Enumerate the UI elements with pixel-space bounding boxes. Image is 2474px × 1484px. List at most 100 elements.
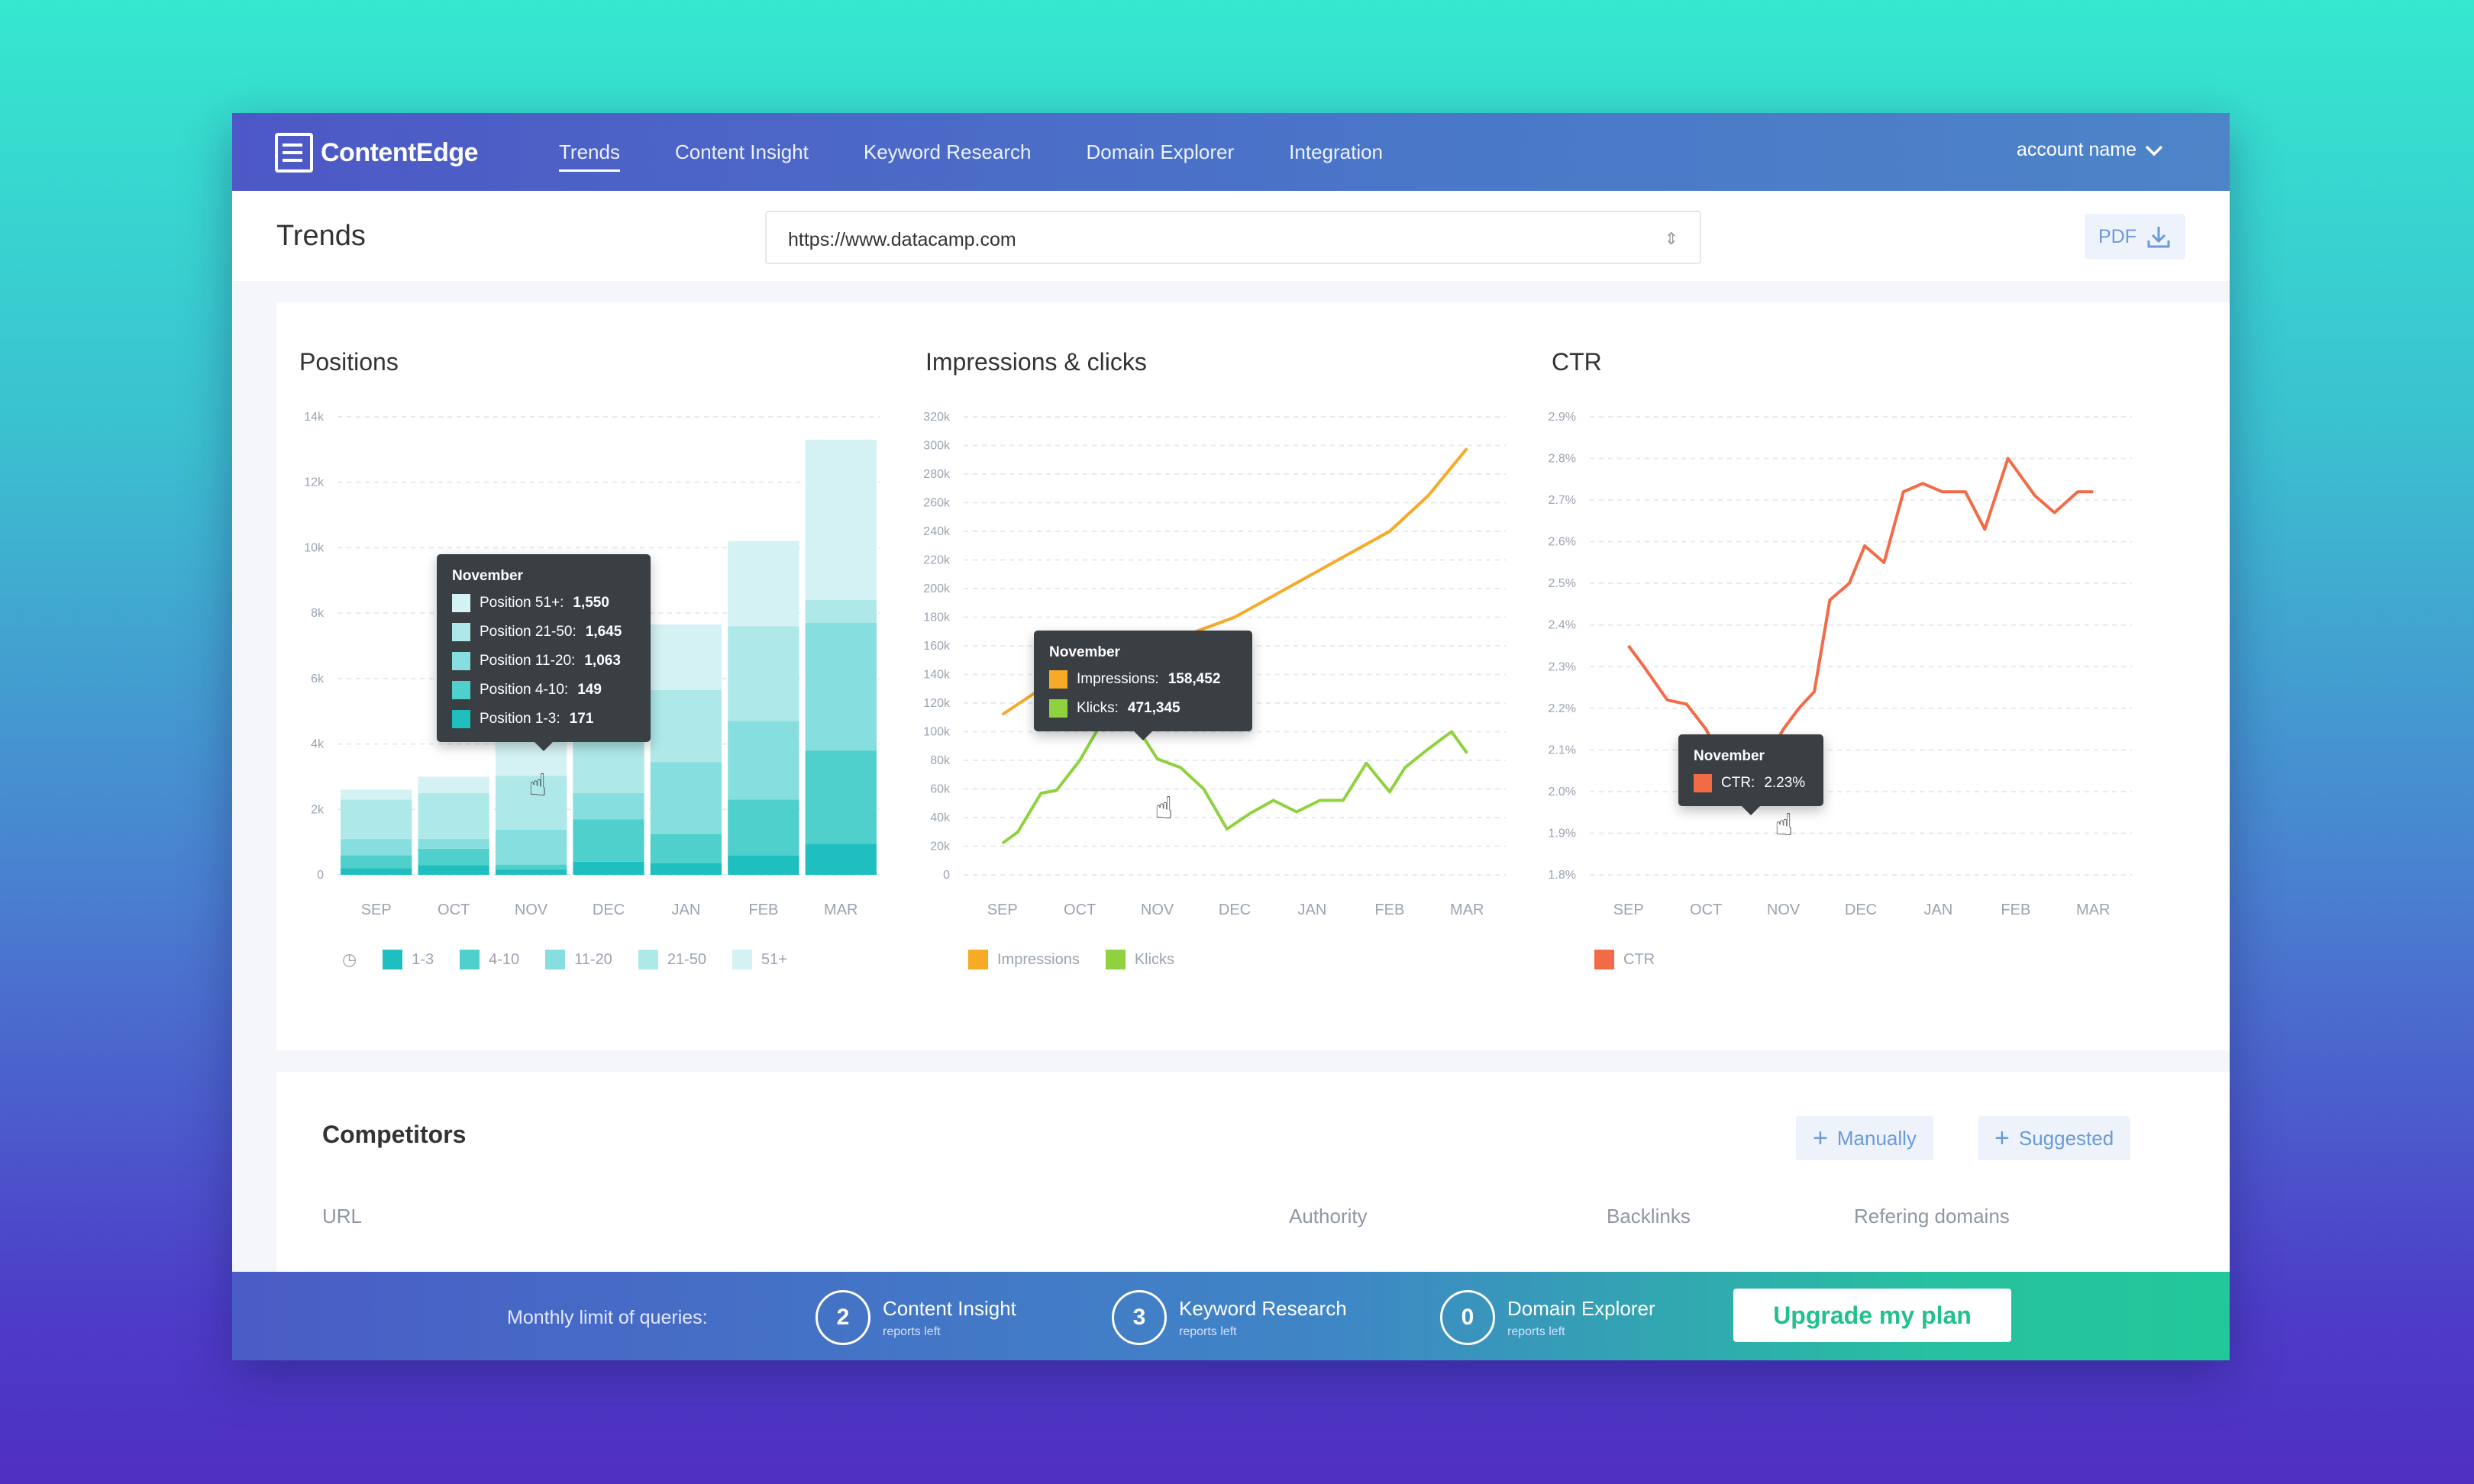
chart-legend: ◷ 1-3 4-10 11-20 21-50 51+ <box>342 950 787 969</box>
legend-label: 11-20 <box>574 950 612 968</box>
y-tick-label: 280k <box>923 468 951 481</box>
charts-card: Positions 0 2k 4k 6k 8k 10k 12k 14k SEP OCT NOV DEC… <box>276 302 2230 1050</box>
quota-count: 0 <box>1440 1290 1495 1345</box>
impressions-chart-panel: Impressions & clicks 0 20k 40k 60k 80k 100k 12… <box>903 302 1529 1050</box>
account-name: account name <box>2016 139 2136 160</box>
legend-swatch <box>1105 950 1126 969</box>
column-header-backlinks[interactable]: Backlinks <box>1607 1205 1691 1228</box>
add-manually-label: Manually <box>1836 1126 1917 1150</box>
tooltip-value: 1,550 <box>573 595 609 611</box>
query-limit-bar: Monthly limit of queries: 2 Content Insi… <box>232 1272 2230 1360</box>
y-tick-label: 2.2% <box>1549 702 1576 715</box>
x-tick-label: FEB <box>2001 902 2030 918</box>
bar-segment <box>341 855 412 869</box>
legend-swatch <box>545 950 566 969</box>
tooltip-label: Position 4-10: <box>480 682 569 698</box>
bar-segment <box>418 776 489 793</box>
column-header-url[interactable]: URL <box>322 1205 363 1228</box>
bar-segment <box>341 789 412 800</box>
quota-keyword-research: 3 Keyword Research reports left <box>1112 1290 1347 1345</box>
legend-item[interactable]: Klicks <box>1105 950 1175 969</box>
chart-title: Positions <box>299 348 399 376</box>
nav-item-keyword-research[interactable]: Keyword Research <box>863 140 1032 163</box>
series-line <box>1627 456 2094 793</box>
competitors-card: Competitors + Manually + Suggested URL A… <box>276 1072 2230 1301</box>
quota-sub: reports left <box>883 1324 941 1338</box>
legend-swatch <box>1594 950 1614 969</box>
y-tick-label: 120k <box>923 697 951 710</box>
nav-item-integration[interactable]: Integration <box>1289 140 1384 163</box>
legend-item[interactable]: Impressions <box>968 950 1080 969</box>
x-tick-label: OCT <box>1064 902 1096 918</box>
tooltip-row: Position 51+: 1,550 <box>452 594 635 612</box>
bar-segment <box>573 819 644 862</box>
select-caret-icon: ⇕ <box>1664 229 1678 248</box>
logo-text: ContentEdge <box>321 137 479 167</box>
legend-item[interactable]: 4-10 <box>460 950 519 969</box>
logo[interactable]: ContentEdge <box>275 133 479 173</box>
tooltip-label: Position 21-50: <box>480 624 577 640</box>
bar-segment <box>728 540 799 627</box>
add-manually-button[interactable]: + Manually <box>1796 1116 1933 1160</box>
legend-swatch <box>968 950 988 969</box>
limit-label: Monthly limit of queries: <box>507 1307 708 1328</box>
legend-item[interactable]: 21-50 <box>638 950 706 969</box>
nav-item-domain-explorer[interactable]: Domain Explorer <box>1086 140 1235 163</box>
nav-item-content-insight[interactable]: Content Insight <box>674 140 809 163</box>
pdf-download-button[interactable]: PDF <box>2085 214 2185 260</box>
tooltip-title: November <box>452 568 523 584</box>
plus-icon: + <box>1813 1123 1828 1153</box>
url-select[interactable]: https://www.datacamp.com ⇕ <box>765 211 1701 264</box>
x-tick-label: DEC <box>1845 902 1877 918</box>
legend-label: 4-10 <box>489 950 520 968</box>
bar-segment <box>418 792 489 839</box>
quota-domain-explorer: 0 Domain Explorer reports left <box>1440 1290 1655 1345</box>
y-tick-label: 6k <box>311 673 325 686</box>
y-tick-label: 20k <box>930 840 951 853</box>
bar-segment <box>495 869 567 875</box>
download-icon <box>2147 227 2170 248</box>
y-tick-label: 2.5% <box>1549 577 1576 590</box>
column-header-refering-domains[interactable]: Refering domains <box>1854 1205 2010 1228</box>
bar-segment <box>341 838 412 856</box>
legend-item[interactable]: 11-20 <box>545 950 612 969</box>
tooltip-swatch <box>452 681 470 699</box>
y-tick-label: 320k <box>923 411 951 424</box>
positions-tooltip: November Position 51+: 1,550 Position 21-… <box>437 554 651 751</box>
quota-content-insight: 2 Content Insight reports left <box>816 1290 1016 1345</box>
y-tick-label: 4k <box>311 738 325 751</box>
impressions-tooltip: November Impressions: 158,452 Klicks: 471,… <box>1034 631 1252 740</box>
quota-name: Content Insight <box>883 1296 1016 1320</box>
tooltip-label: Position 51+: <box>480 595 564 611</box>
pdf-label: PDF <box>2098 225 2136 247</box>
bar-segment <box>650 834 722 863</box>
legend-item[interactable]: 1-3 <box>383 950 434 969</box>
bar-segment <box>805 844 877 875</box>
x-tick-label: JAN <box>1924 902 1953 918</box>
legend-label: 1-3 <box>412 950 434 968</box>
y-tick-label: 2.6% <box>1549 536 1576 549</box>
x-tick-label: SEP <box>361 902 392 918</box>
top-navigation: ContentEdge Trends Content Insight Keywo… <box>232 113 2230 191</box>
x-tick-label: OCT <box>438 902 470 918</box>
bar-segment <box>805 623 877 751</box>
legend-item[interactable]: CTR <box>1594 950 1655 969</box>
legend-label: CTR <box>1623 950 1655 968</box>
legend-label: Klicks <box>1134 950 1175 968</box>
legend-item[interactable]: 51+ <box>732 950 787 969</box>
column-header-authority[interactable]: Authority <box>1289 1205 1368 1228</box>
y-tick-label: 12k <box>304 476 325 489</box>
tooltip-swatch <box>452 710 470 728</box>
add-suggested-button[interactable]: + Suggested <box>1978 1116 2131 1160</box>
ctr-chart: 1.8% 1.9% 2.0% 2.1% 2.2% 2.3% 2.4% 2.5% 2.6% 2.7%… <box>1549 411 2132 918</box>
legend-label: 51+ <box>761 950 787 968</box>
nav-item-trends[interactable]: Trends <box>559 133 620 172</box>
y-tick-label: 260k <box>923 497 951 510</box>
y-tick-label: 2k <box>311 803 325 816</box>
hand-cursor-icon: ☝ <box>528 769 547 802</box>
upgrade-plan-button[interactable]: Upgrade my plan <box>1733 1289 2011 1342</box>
legend-swatch <box>732 950 752 969</box>
tooltip-value: 1,063 <box>584 653 621 669</box>
tooltip-label: Impressions: <box>1077 671 1159 687</box>
account-menu[interactable]: account name <box>2017 139 2164 161</box>
